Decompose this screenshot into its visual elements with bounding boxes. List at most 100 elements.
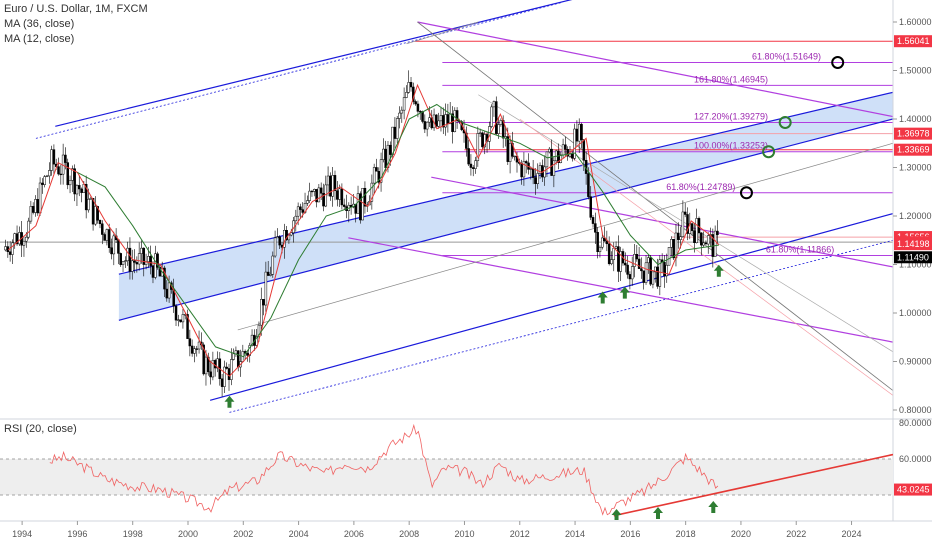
candle-body [695,218,698,243]
candle-body [177,319,180,321]
candle-body [649,257,652,285]
candle-body [444,114,447,128]
candle-body [531,168,535,178]
up-arrow-marker [224,395,235,408]
price-tag-label: 1.56041 [897,36,930,46]
candle-body [124,260,127,262]
candle-body [513,155,516,158]
candle-body [266,271,270,276]
candle-body [681,211,685,237]
candle-body [571,153,574,159]
price-axis[interactable]: 1.60000 1.50000 1.40000 1.30000 1.20000 1.100… [893,17,932,415]
upper-channel-dotted [35,2,562,139]
ma36-legend[interactable]: MA (36, close) [4,18,75,30]
rsi-up-arrow-marker [708,501,719,513]
purple-down-line-2 [431,176,893,268]
candle-body [389,144,392,155]
rsi-trendline[interactable] [613,453,893,517]
grey-fan-1 [417,21,893,391]
candle-body [121,261,125,265]
grey-trend-up [237,142,893,331]
candle-body [156,253,159,268]
time-tick-label: 2002 [233,529,253,539]
candle-body [640,268,643,272]
candle-body [716,230,719,236]
candle-body [363,187,367,207]
ma12-legend[interactable]: MA (12, close) [4,33,75,45]
candle-body [672,239,675,259]
candle-body [690,223,694,231]
up-arrow-marker [597,291,608,304]
candle-body [545,151,549,168]
candle-body [87,198,90,211]
candle-body [216,358,219,369]
price-tick-label: 1.00000 [899,308,932,318]
fib-labels: 61.80%(1.51649) 161.80%(1.46945) 127.20%(1… [666,52,834,255]
candle-body [133,260,136,263]
candle-body [107,229,111,248]
candle-body [582,139,586,161]
rsi-pane[interactable] [0,423,893,521]
candle-body [442,115,445,128]
rsi-axis[interactable]: 80.0000 60.0000 43.0245 [894,418,932,496]
rsi-legend[interactable]: RSI (20, close) [4,423,77,435]
price-pane[interactable]: 61.80%(1.51649) 161.80%(1.46945) 127.20%(1… [0,0,893,413]
channel-band [118,92,893,321]
candle-body [52,149,56,165]
candle-body [174,305,178,321]
candle-body [577,123,581,142]
up-arrow-marker [713,264,724,277]
time-tick-label: 2000 [178,529,198,539]
grey-fan-2 [478,94,893,353]
candle-body [151,265,155,278]
candle-body [285,229,288,241]
time-tick-label: 2010 [454,529,474,539]
candle-body [428,117,431,123]
candle-body [483,134,486,148]
candle-body [706,235,710,245]
candle-body [190,345,194,354]
price-tag [894,238,932,251]
candle-body [524,161,528,164]
time-axis[interactable]: 1994 1996 1998 2000 2002 2004 2006 2008 2010 2012… [12,521,862,539]
candle-body [163,267,166,290]
candle-body [71,168,74,181]
candle-body [66,162,69,186]
upper-channel-line [55,0,573,127]
purple-down-line-3 [348,237,893,343]
moving-averages [7,83,720,377]
candle-body [508,142,512,162]
ma12-line[interactable] [7,83,720,377]
candles [4,70,719,397]
candle-body [38,182,42,214]
candle-body [324,184,328,207]
candle-body [197,341,201,350]
candle-body [656,266,659,287]
price-tag [894,251,932,264]
time-tick-label: 2006 [344,529,364,539]
candle-body [193,348,196,354]
band-bottom-line [118,118,893,321]
candle-body [481,132,484,148]
candle-body [382,148,385,160]
candle-body [34,199,37,213]
candle-body [43,176,46,185]
candle-body [391,126,394,155]
candle-body [538,165,542,174]
price-tick-label: 1.50000 [899,66,932,76]
candle-body [418,111,422,113]
candle-body [679,236,682,240]
rsi-line[interactable] [49,423,719,516]
candle-body [529,168,533,170]
candle-body [492,101,496,108]
candle-body [91,198,95,225]
candle-body [11,242,14,255]
candle-body [340,188,344,206]
candle-body [573,128,576,159]
candle-body [130,260,134,272]
candle-body [186,314,189,339]
ma36-line[interactable] [77,103,719,358]
candle-body [619,251,622,272]
candle-body [589,196,592,218]
